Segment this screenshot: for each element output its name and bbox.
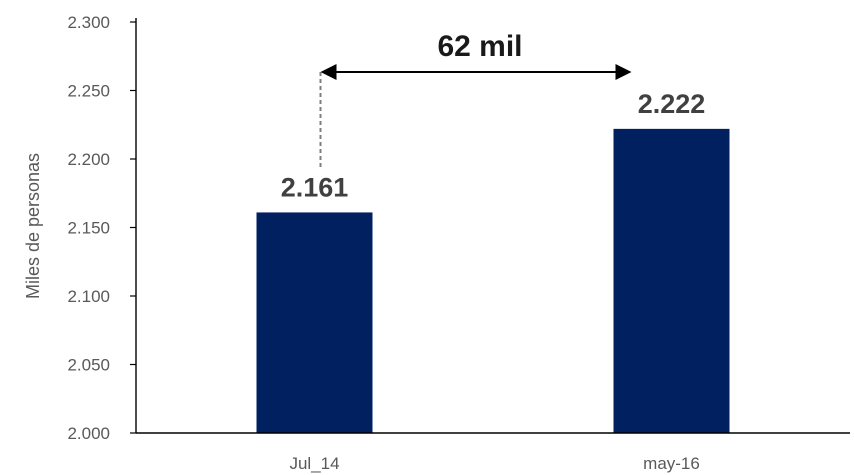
y-tick-label: 2.250 <box>67 82 110 101</box>
y-tick-label: 2.300 <box>67 13 110 32</box>
x-tick-label: may-16 <box>643 454 700 473</box>
y-axis-label: Miles de personas <box>23 153 43 299</box>
bar <box>613 128 730 434</box>
x-axis-ticks: Jul_14 may-16 <box>289 454 699 473</box>
difference-annotation: 62 mil <box>319 30 632 169</box>
difference-label: 62 mil <box>437 30 522 63</box>
y-tick-label: 2.000 <box>67 424 110 443</box>
data-label: 2.222 <box>638 89 706 119</box>
arrowhead-left-icon <box>320 64 337 80</box>
x-tick-label: Jul_14 <box>289 454 339 473</box>
data-label: 2.161 <box>281 172 349 202</box>
bars: 2.161 2.222 <box>256 89 730 434</box>
y-axis-ticks: 2.000 2.050 2.100 2.150 2.200 2.250 2.300 <box>67 13 136 443</box>
arrowhead-right-icon <box>615 64 632 80</box>
y-tick-label: 2.150 <box>67 219 110 238</box>
y-tick-label: 2.050 <box>67 356 110 375</box>
y-tick-label: 2.200 <box>67 150 110 169</box>
y-tick-label: 2.100 <box>67 287 110 306</box>
bar <box>256 212 373 433</box>
